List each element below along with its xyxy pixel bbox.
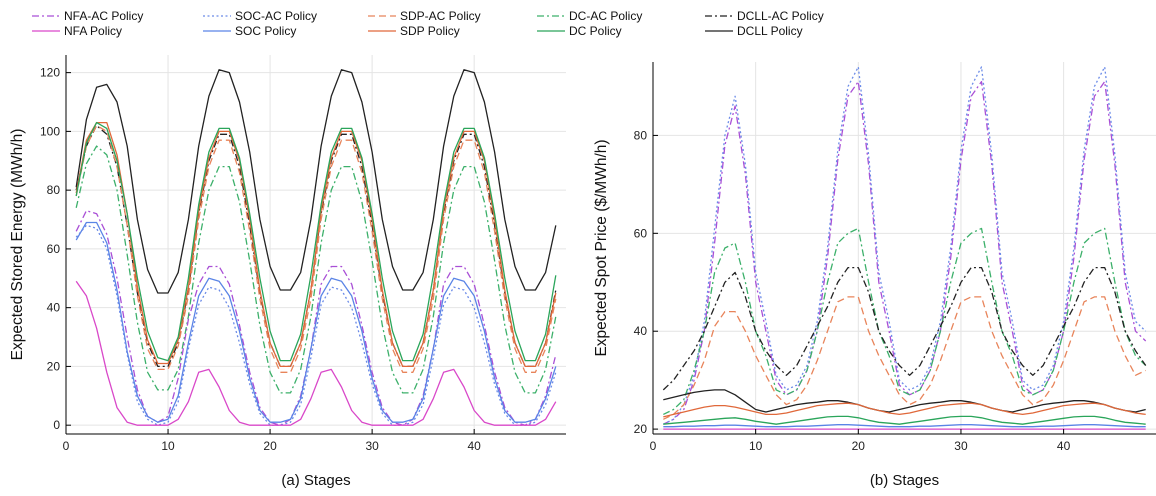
- panel-a-stored-energy: 0 10 20 30 40 0 20 40 60 80 100 120 Expected Stored …: [9, 55, 566, 489]
- series-line-dc-ac-policy: [75, 145, 557, 394]
- series-group: [662, 66, 1147, 430]
- x-tick-label: 40: [467, 439, 481, 453]
- series-line-sdp-ac-policy: [663, 296, 1146, 420]
- gridlines: [653, 62, 1156, 434]
- series-line-soc-ac-policy: [663, 66, 1147, 425]
- series-line-dc-policy: [663, 415, 1146, 425]
- legend-item-sdp-policy: SDP Policy: [368, 24, 460, 38]
- gridlines: [66, 55, 566, 434]
- y-tick-label: 40: [47, 301, 61, 315]
- legend-label: SDP Policy: [400, 24, 460, 38]
- axes: 0 10 20 30 40 0 20 40 60 80 100 120: [40, 55, 566, 453]
- y-tick-label: 80: [47, 183, 61, 197]
- x-tick-label: 30: [954, 439, 968, 453]
- y-tick-label: 20: [47, 359, 61, 373]
- legend-item-nfa-ac-policy: NFA-AC Policy: [32, 9, 143, 23]
- series-group: [75, 69, 557, 426]
- y-tick-label: 60: [47, 242, 61, 256]
- legend-label: SOC-AC Policy: [235, 9, 317, 23]
- legend-item-dcll-ac-policy: DCLL-AC Policy: [705, 9, 824, 23]
- y-tick-label: 20: [634, 422, 648, 436]
- y-tick-label: 80: [634, 128, 648, 142]
- series-line-dcll-ac-policy: [662, 266, 1147, 391]
- x-tick-label: 20: [263, 439, 277, 453]
- y-axis-title: Expected Stored Energy (MWh/h): [9, 129, 26, 361]
- x-tick-label: 10: [161, 439, 175, 453]
- x-tick-label: 20: [852, 439, 866, 453]
- series-line-soc-policy: [663, 424, 1146, 428]
- x-tick-label: 30: [365, 439, 379, 453]
- axes: 0 10 20 30 40 20 40 60 80: [634, 62, 1156, 453]
- legend-item-soc-policy: SOC Policy: [203, 24, 296, 38]
- series-line-dcll-policy: [663, 389, 1146, 413]
- series-line-sdp-ac-policy: [75, 124, 557, 373]
- series-line-dc-policy: [75, 121, 557, 362]
- legend-item-sdp-ac-policy: SDP-AC Policy: [368, 9, 481, 23]
- panel-caption: (b) Stages: [870, 472, 939, 489]
- legend-item-dcll-policy: DCLL Policy: [705, 24, 803, 38]
- panel-caption: (a) Stages: [281, 472, 350, 489]
- y-tick-label: 0: [53, 418, 60, 432]
- y-tick-label: 60: [634, 226, 648, 240]
- x-tick-label: 0: [63, 439, 70, 453]
- series-line-nfa-ac-policy: [75, 210, 557, 426]
- legend-item-dc-ac-policy: DC-AC Policy: [537, 9, 642, 23]
- series-line-nfa-policy: [75, 280, 557, 426]
- legend-label: NFA Policy: [64, 24, 122, 38]
- legend-label: SOC Policy: [235, 24, 296, 38]
- y-tick-label: 40: [634, 324, 648, 338]
- legend-label: DC Policy: [569, 24, 622, 38]
- legend-label: SDP-AC Policy: [400, 9, 481, 23]
- legend-label: NFA-AC Policy: [64, 9, 143, 23]
- series-line-soc-policy: [75, 221, 557, 423]
- series-line-dcll-policy: [75, 69, 557, 294]
- legend-label: DCLL-AC Policy: [737, 9, 824, 23]
- legend-item-dc-policy: DC Policy: [537, 24, 622, 38]
- legend-item-nfa-policy: NFA Policy: [32, 24, 122, 38]
- legend-label: DC-AC Policy: [569, 9, 642, 23]
- series-line-sdp-policy: [663, 402, 1146, 418]
- y-tick-label: 120: [40, 66, 60, 80]
- series-line-soc-ac-policy: [75, 224, 557, 426]
- panel-b-spot-price: 0 10 20 30 40 20 40 60 80 Expected Spot Price ($/…: [593, 62, 1156, 489]
- x-tick-label: 40: [1057, 439, 1071, 453]
- x-tick-label: 0: [650, 439, 657, 453]
- legend-label: DCLL Policy: [737, 24, 803, 38]
- y-tick-label: 100: [40, 124, 60, 138]
- y-axis-title: Expected Spot Price ($/MWh/h): [593, 139, 610, 356]
- series-line-dc-ac-policy: [663, 227, 1147, 415]
- x-tick-label: 10: [749, 439, 763, 453]
- legend-item-soc-ac-policy: SOC-AC Policy: [203, 9, 317, 23]
- series-line-nfa-ac-policy: [663, 80, 1147, 425]
- series-line-sdp-policy: [75, 121, 557, 368]
